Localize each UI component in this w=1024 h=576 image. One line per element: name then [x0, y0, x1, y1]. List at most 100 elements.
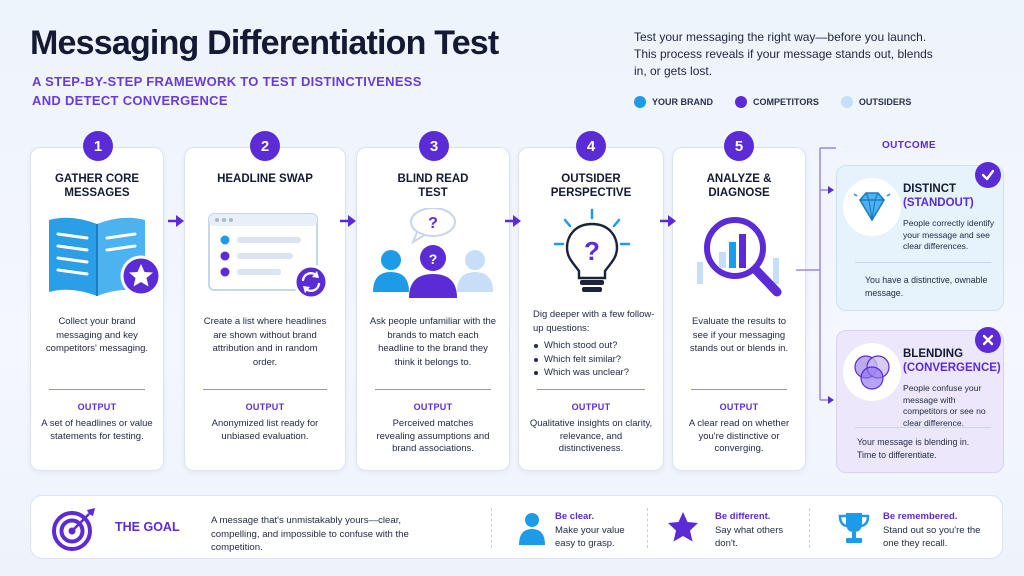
close-icon [975, 327, 1001, 353]
magnifier-chart-icon [673, 208, 805, 308]
outcome-card-distinct: DISTINCT (STANDOUT) People correctly ide… [836, 165, 1004, 311]
outcome-description: People correctly identify your message a… [903, 218, 995, 251]
divider [855, 262, 991, 263]
output-label: OUTPUT [245, 402, 285, 412]
divider [691, 389, 787, 390]
outcome-title-text: BLENDING [903, 348, 964, 360]
question-list: Which stood out? Which felt similar? Whi… [533, 339, 655, 380]
arrow-right-icon [340, 215, 356, 227]
list-item: Which stood out? [533, 339, 655, 353]
legend-dot [840, 96, 853, 108]
step-output: A clear read on whether you're distincti… [688, 418, 790, 454]
trophy-icon [837, 510, 871, 546]
outcome-result: Your message is blending in. Time to dif… [857, 437, 970, 460]
step-number-badge: 5 [724, 131, 754, 161]
pillar-text: Say what others don't. [715, 525, 784, 549]
output-label: OUTPUT [413, 402, 453, 412]
step-number-badge: 3 [419, 131, 449, 161]
outcome-title: BLENDING (CONVERGENCE) [903, 347, 1001, 375]
goal-title: THE GOAL [115, 520, 180, 534]
outcome-connector [796, 147, 836, 404]
divider [855, 427, 991, 428]
divider [375, 389, 491, 390]
svg-text:?: ? [429, 251, 438, 267]
arrow-right-icon [505, 215, 521, 227]
divider [809, 508, 810, 548]
step-title: BLIND READ TEST [397, 173, 469, 199]
divider [491, 508, 492, 548]
divider [49, 389, 145, 390]
step-description: Collect your brand messaging and key com… [45, 316, 149, 354]
legend-label: COMPETITORS [753, 97, 819, 107]
people-question-icon: ? ? [357, 207, 509, 308]
pillar-title: Be clear. [555, 511, 595, 522]
step-description: Dig deeper with a few follow-up question… [533, 309, 655, 334]
outcome-label: OUTCOME [882, 140, 936, 151]
legend-label: YOUR BRAND [652, 97, 714, 107]
step-description: Create a list where headlines are shown … [203, 316, 327, 368]
outcome-result: You have a distinctive, ownable message. [865, 275, 988, 298]
open-book-star-icon [31, 208, 163, 308]
pillar-title: Be different. [715, 511, 771, 522]
legend-item-competitors: COMPETITORS [735, 96, 819, 108]
step-output: Perceived matches revealing assumptions … [376, 418, 490, 454]
outcome-card-blending: BLENDING (CONVERGENCE) People confuse yo… [836, 330, 1004, 473]
outcome-subtitle: (CONVERGENCE) [903, 362, 1001, 374]
step-card-analyze-diagnose: ANALYZE & DIAGNOSE Evaluate the results … [672, 147, 806, 471]
legend-dot [634, 96, 646, 108]
svg-text:?: ? [428, 215, 438, 232]
arrow-right-icon [168, 215, 184, 227]
svg-text:?: ? [584, 236, 600, 266]
output-label: OUTPUT [77, 402, 117, 412]
legend-item-outsiders: OUTSIDERS [840, 96, 912, 108]
step-card-gather-messages: GATHER CORE MESSAGES Collect your brand … [30, 147, 164, 471]
step-description-block: Dig deeper with a few follow-up question… [533, 308, 655, 380]
outcome-subtitle: (STANDOUT) [903, 197, 974, 209]
list-item: Which was unclear? [533, 366, 655, 380]
list-item: Which felt similar? [533, 353, 655, 367]
step-title: HEADLINE SWAP [217, 173, 313, 185]
step-description: Evaluate the results to see if your mess… [689, 316, 789, 354]
shuffled-list-window-icon [185, 208, 345, 308]
step-card-blind-read: BLIND READ TEST ? ? Ask people unfamilia… [356, 147, 510, 471]
page-title: Messaging Differentiation Test [30, 24, 499, 62]
legend-dot [735, 96, 748, 108]
step-description: Ask people unfamiliar with the brands to… [369, 316, 497, 368]
step-number-badge: 4 [576, 131, 606, 161]
step-title: ANALYZE & DIAGNOSE [706, 173, 772, 199]
divider [203, 389, 327, 390]
overlapping-circles-icon [843, 343, 901, 401]
legend: YOUR BRAND COMPETITORS OUTSIDERS [634, 96, 911, 108]
outcome-title: DISTINCT (STANDOUT) [903, 182, 974, 210]
goal-bar: THE GOAL A message that's unmistakably y… [30, 495, 1003, 559]
divider [537, 389, 645, 390]
pillar-title: Be remembered. [883, 511, 958, 522]
step-card-outsider-perspective: OUTSIDER PERSPECTIVE ? Dig deeper with a… [518, 147, 664, 471]
goal-text: A message that's unmistakably yours—clea… [211, 515, 409, 553]
pillar-text: Stand out so you're the one they recall. [883, 525, 981, 549]
page-subtitle: A STEP-BY-STEP FRAMEWORK TO TEST DISTINC… [32, 74, 422, 108]
person-icon [517, 511, 547, 545]
intro-text: Test your messaging the right way—before… [634, 30, 933, 78]
arrow-right-icon [660, 215, 676, 227]
target-icon [51, 506, 97, 552]
output-label: OUTPUT [719, 402, 759, 412]
legend-item-your-brand: YOUR BRAND [634, 96, 713, 108]
step-output: A set of headlines or value statements f… [41, 418, 153, 442]
step-number-badge: 2 [250, 131, 280, 161]
outcome-description: People confuse your message with competi… [903, 383, 986, 428]
check-icon [975, 162, 1001, 188]
legend-label: OUTSIDERS [858, 97, 912, 107]
output-label: OUTPUT [571, 402, 611, 412]
star-icon [667, 511, 699, 543]
step-title: OUTSIDER PERSPECTIVE [550, 173, 632, 199]
step-title: GATHER CORE MESSAGES [54, 173, 140, 199]
step-output: Qualitative insights on clarity, relevan… [529, 418, 653, 454]
divider [647, 508, 648, 548]
pillar-text: Make your value easy to grasp. [555, 525, 625, 549]
lightbulb-question-icon: ? [519, 208, 663, 308]
step-number-badge: 1 [83, 131, 113, 161]
step-output: Anonymized list ready for unbiased evalu… [211, 418, 319, 442]
step-card-headline-swap: HEADLINE SWAP Create a list where headli… [184, 147, 346, 471]
outcome-title-text: DISTINCT [903, 183, 957, 195]
